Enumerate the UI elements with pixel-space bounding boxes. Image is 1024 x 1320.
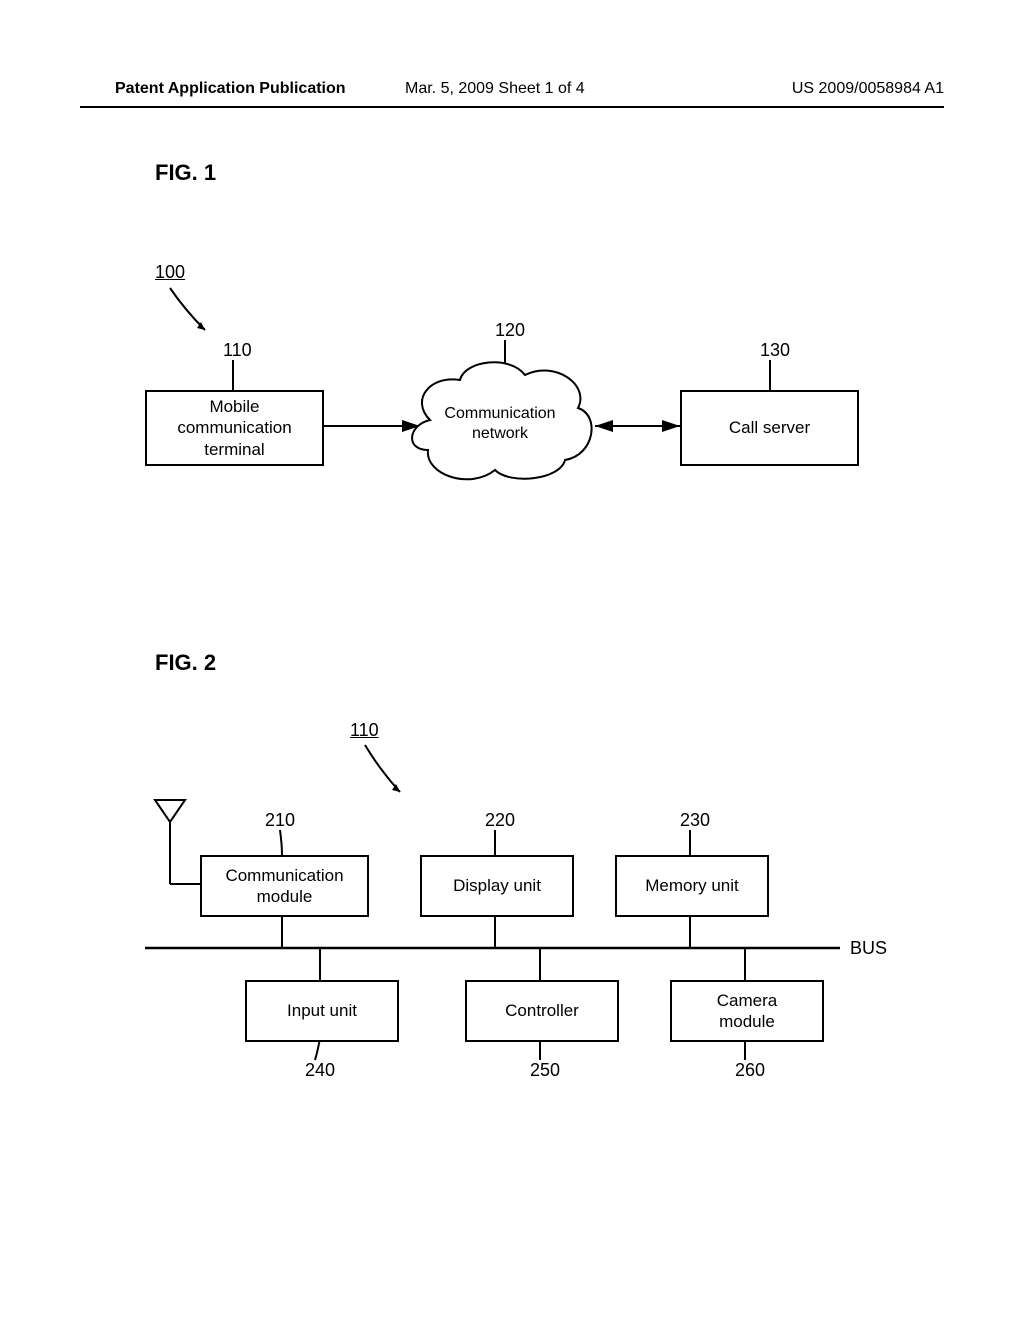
ref-260: 260 [735,1060,765,1081]
input-unit-box: Input unit [245,980,399,1042]
controller-label: Controller [505,1000,579,1021]
ref-230: 230 [680,810,710,831]
controller-box: Controller [465,980,619,1042]
ref-250: 250 [530,1060,560,1081]
memory-unit-label: Memory unit [645,875,739,896]
camera-module-label: Camera module [717,990,777,1033]
ref-220: 220 [485,810,515,831]
camera-module-box: Camera module [670,980,824,1042]
ref-210: 210 [265,810,295,831]
bus-label: BUS [850,938,887,959]
display-unit-box: Display unit [420,855,574,917]
display-unit-label: Display unit [453,875,541,896]
antenna-icon [155,800,200,884]
communication-module-label: Communication module [225,865,343,908]
memory-unit-box: Memory unit [615,855,769,917]
input-unit-label: Input unit [287,1000,357,1021]
ref-240: 240 [305,1060,335,1081]
communication-module-box: Communication module [200,855,369,917]
